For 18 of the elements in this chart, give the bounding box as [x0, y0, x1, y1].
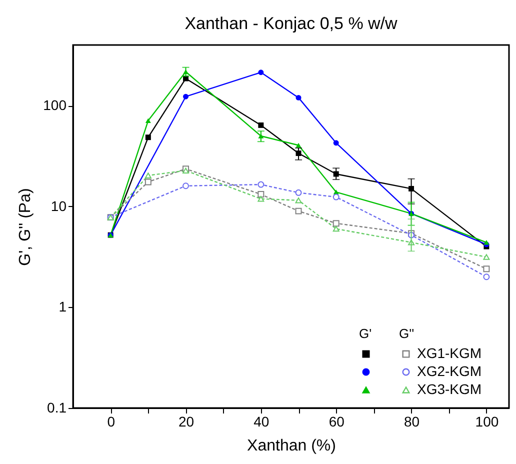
- legend-label: XG2-KGM: [417, 363, 482, 379]
- x-tick-label: 20: [178, 414, 194, 430]
- y-tick-label: 1: [58, 298, 67, 315]
- y-tick-label: 100: [43, 97, 67, 114]
- x-tick-label: 40: [254, 414, 270, 430]
- annotation: G'': [399, 326, 414, 341]
- x-tick-label: 0: [107, 414, 116, 430]
- x-tick-label: 100: [475, 414, 499, 430]
- y-tick-label: 0.1: [47, 400, 67, 416]
- x-axis-title: Xanthan (%): [247, 438, 336, 454]
- y-tick-label: 10: [50, 198, 67, 214]
- legend-label: XG3-KGM: [417, 381, 482, 397]
- x-tick-label: 60: [328, 414, 345, 430]
- y-axis-title: G', G'' (Pa): [17, 188, 34, 266]
- chart-title: Xanthan - Konjac 0,5 % w/w: [184, 14, 398, 33]
- annotation: G': [359, 326, 372, 341]
- legend-label: XG1-KGM: [417, 345, 482, 361]
- x-tick-label: 80: [404, 414, 420, 430]
